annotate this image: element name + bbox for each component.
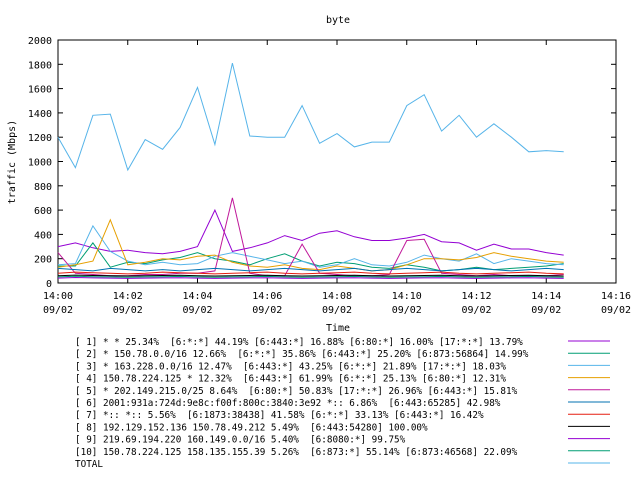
y-tick-label: 1800 [28, 60, 52, 71]
series-line-1 [57, 208, 564, 256]
series-line-8 [57, 274, 564, 277]
x-tick-date-label: 09/02 [392, 305, 422, 316]
legend-entry-label: [ 4] 150.78.224.125 * 12.32% [6:443:*] 6… [75, 374, 506, 385]
legend-entry-label: [ 1] * * 25.34% [6:*:*] 44.19% [6:443:*]… [75, 337, 523, 348]
legend-entry-label: [ 8] 192.129.152.136 150.78.49.212 5.49%… [75, 422, 428, 433]
x-tick-time-label: 14:10 [392, 291, 422, 302]
series-line-9 [57, 276, 564, 279]
y-tick-label: 200 [34, 255, 52, 266]
y-tick-label: 400 [34, 230, 52, 241]
x-axis-ticks: 14:00 09/02 14:02 09/02 14:04 09/02 14:06 09/02… [43, 40, 631, 316]
y-axis-label: traffic (Mbps) [7, 120, 18, 204]
legend-entry-label: [ 6] 2001:931a:724d:9e8c:f00f:800c:3840:… [75, 398, 501, 409]
x-tick-time-label: 14:12 [461, 291, 491, 302]
legend-entry-label: [ 5] * 202.149.215.0/25 8.64% [6:80:*] 5… [75, 386, 518, 397]
series-line-6 [57, 267, 564, 272]
x-tick-time-label: 14:04 [182, 291, 212, 302]
y-tick-label: 0 [46, 279, 52, 290]
series-line-7 [57, 271, 564, 275]
series-line-2 [58, 242, 564, 272]
y-tick-label: 2000 [28, 36, 52, 47]
y-tick-label: 600 [34, 206, 52, 217]
x-tick-date-label: 09/02 [322, 305, 352, 316]
y-tick-label: 800 [34, 182, 52, 193]
y-tick-label: 1200 [28, 133, 52, 144]
x-tick-date-label: 09/02 [43, 305, 73, 316]
chart-title: byte [326, 15, 350, 26]
x-tick-date-label: 09/02 [461, 305, 491, 316]
x-tick-date-label: 09/02 [601, 305, 631, 316]
series-line-11 [57, 62, 564, 172]
series-lines [57, 62, 564, 279]
series-line-10 [57, 275, 564, 278]
y-axis-ticks: 0 200 400 600 800 1000 1200 1400 1600 1800 2000 [28, 36, 616, 290]
x-tick-date-label: 09/02 [113, 305, 143, 316]
x-tick-date-label: 09/02 [252, 305, 282, 316]
y-tick-label: 1400 [28, 109, 52, 120]
y-tick-label: 1000 [28, 158, 52, 169]
x-tick-time-label: 14:14 [531, 291, 561, 302]
series-line-4 [57, 218, 564, 272]
legend-entry-label: [ 2] * 150.78.0.0/16 12.66% [6:*:*] 35.8… [75, 349, 529, 360]
plot-area-frame [57, 39, 617, 284]
legend-entry-label: [ 3] * 163.228.0.0/16 12.47% [6:443:*] 4… [75, 361, 506, 372]
series-line-3 [57, 224, 564, 268]
x-tick-time-label: 14:08 [322, 291, 352, 302]
legend-entry-label: [10] 150.78.224.125 158.135.155.39 5.26%… [75, 447, 518, 458]
x-tick-date-label: 09/02 [531, 305, 561, 316]
x-tick-date-label: 09/02 [182, 305, 212, 316]
y-tick-label: 1600 [28, 85, 52, 96]
legend-entry-label: [ 9] 219.69.194.220 160.149.0.0/16 5.40%… [75, 435, 406, 446]
legend-entry-label: [ 7] *:: *:: 5.56% [6:1873:38438] 41.58%… [75, 410, 484, 421]
x-tick-time-label: 14:06 [252, 291, 282, 302]
x-tick-time-label: 14:16 [601, 291, 631, 302]
legend: [ 1] * * 25.34% [6:*:*] 44.19% [6:443:*]… [75, 337, 610, 470]
x-axis-label: Time [326, 323, 350, 334]
x-tick-time-label: 14:00 [43, 291, 73, 302]
x-tick-time-label: 14:02 [113, 291, 143, 302]
legend-entry-label: TOTAL [75, 459, 103, 470]
